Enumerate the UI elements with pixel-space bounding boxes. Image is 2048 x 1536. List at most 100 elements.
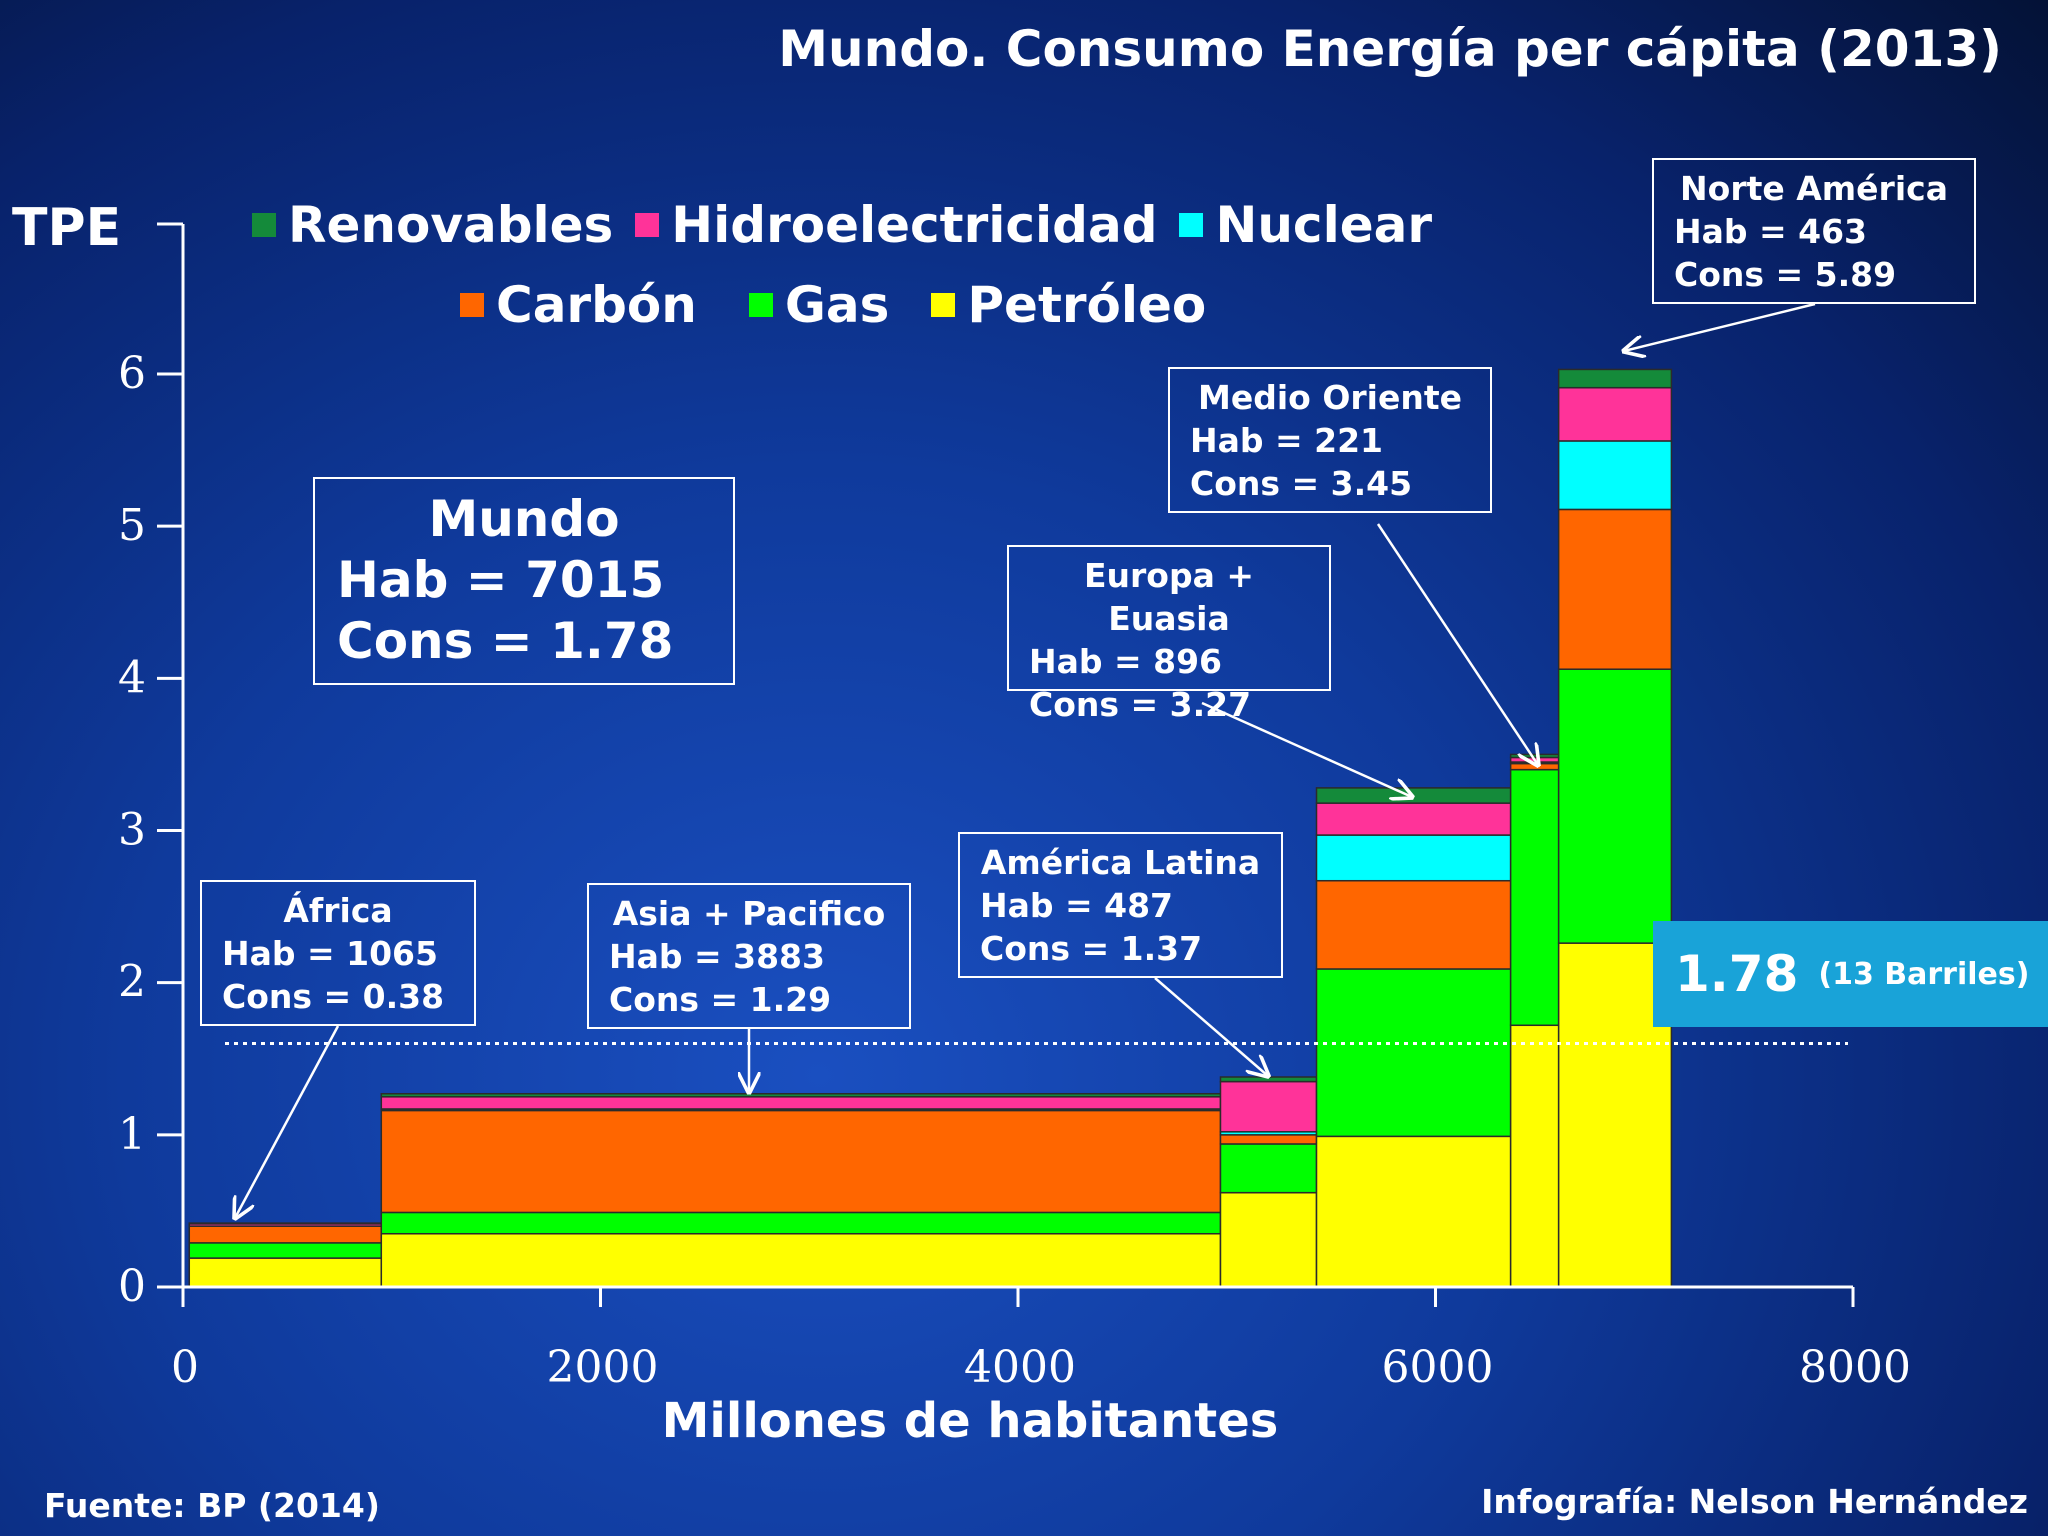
callout-asia-cons: Cons = 1.29 xyxy=(609,979,832,1019)
legend-swatch-nuclear xyxy=(1179,213,1204,237)
y-tick-label-5: 5 xyxy=(118,500,146,551)
callout-africa-name: África xyxy=(283,891,393,930)
legend-row-1: Renovables Hidroelectricidad Nuclear xyxy=(252,196,1454,254)
callout-europa-cons: Cons = 3.27 xyxy=(1029,684,1252,724)
legend-label-nuclear: Nuclear xyxy=(1215,196,1433,254)
bar-medio-oriente-gas xyxy=(1509,768,1560,1027)
arrow-norte-america xyxy=(1624,302,1816,351)
callout-america-latina-cons: Cons = 1.37 xyxy=(980,928,1203,968)
callout-asia-name: Asia + Pacifico xyxy=(612,894,886,933)
y-tick-label-6: 6 xyxy=(118,348,146,399)
bar-medio-oriente-renovables xyxy=(1509,753,1560,759)
legend-item-hidroelectricidad: Hidroelectricidad xyxy=(635,196,1157,254)
legend-label-petroleo: Petróleo xyxy=(967,276,1207,334)
credit-note: Infografía: Nelson Hernández xyxy=(1481,1482,2028,1521)
x-axis-label: Millones de habitantes xyxy=(661,1393,1279,1449)
bar-asia-pacifico-carbon xyxy=(380,1109,1222,1214)
legend-label-gas: Gas xyxy=(784,276,890,334)
bar-europa-euasia-gas xyxy=(1315,968,1512,1138)
bar-america-latina-gas xyxy=(1219,1143,1318,1194)
x-tick-label-0: 0 xyxy=(171,1342,199,1393)
y-tick-label-0: 0 xyxy=(118,1261,146,1312)
bar-norte-america-hidroelectricidad xyxy=(1557,386,1673,442)
arrow-africa xyxy=(235,1025,340,1218)
callout-mundo-cons: Cons = 1.78 xyxy=(337,612,674,670)
callout-norte-america-cons: Cons = 5.89 xyxy=(1674,254,1897,294)
callout-medio-oriente-name: Medio Oriente xyxy=(1198,378,1462,417)
bar-africa-carbon xyxy=(188,1225,383,1244)
y-tick-label-3: 3 xyxy=(118,805,146,856)
y-axis-label: TPE xyxy=(12,198,122,258)
bar-europa-euasia-carbon xyxy=(1315,879,1512,970)
callout-medio-oriente-hab: Hab = 221 xyxy=(1190,420,1384,460)
callout-mundo-name: Mundo xyxy=(428,490,620,548)
average-note: (13 Barriles) xyxy=(1818,956,2030,992)
callout-europa: Europa + Euasia Hab = 896 Cons = 3.27 xyxy=(1007,545,1331,724)
arrow-america-latina xyxy=(1154,977,1268,1076)
callout-africa-hab: Hab = 1065 xyxy=(222,933,438,973)
bar-norte-america-carbon xyxy=(1557,508,1673,670)
x-tick-label-2000: 2000 xyxy=(547,1342,659,1393)
y-tick-label-2: 2 xyxy=(118,957,146,1008)
y-tick-label-4: 4 xyxy=(118,652,146,703)
callout-africa-cons: Cons = 0.38 xyxy=(222,976,445,1016)
callout-medio-oriente: Medio Oriente Hab = 221 Cons = 3.45 xyxy=(1168,367,1492,513)
legend-item-renovables: Renovables xyxy=(252,196,613,254)
bar-asia-pacifico-gas xyxy=(380,1211,1222,1235)
legend-label-hidroelectricidad: Hidroelectricidad xyxy=(671,196,1158,254)
callout-mundo-hab: Hab = 7015 xyxy=(337,551,665,609)
bar-europa-euasia-nuclear xyxy=(1315,834,1512,882)
callout-asia: Asia + Pacifico Hab = 3883 Cons = 1.29 xyxy=(587,883,911,1029)
bar-africa-renovables xyxy=(188,1222,383,1225)
callout-asia-hab: Hab = 3883 xyxy=(609,936,825,976)
x-tick-label-8000: 8000 xyxy=(1799,1342,1911,1393)
legend-row-2: Carbón Gas Petróleo xyxy=(460,276,1228,334)
x-tick-label-6000: 6000 xyxy=(1382,1342,1494,1393)
average-value: 1.78 xyxy=(1675,945,1799,1003)
bar-asia-pacifico-hidroelectricidad xyxy=(380,1096,1222,1110)
bar-asia-pacifico-petroleo xyxy=(380,1232,1222,1288)
source-note: Fuente: BP (2014) xyxy=(44,1486,380,1525)
bar-medio-oriente-petroleo xyxy=(1509,1024,1560,1288)
x-tick-label-4000: 4000 xyxy=(964,1342,1076,1393)
bar-norte-america-gas xyxy=(1557,668,1673,944)
callout-america-latina: América Latina Hab = 487 Cons = 1.37 xyxy=(958,832,1283,978)
arrow-europa xyxy=(1201,701,1412,797)
callout-norte-america-hab: Hab = 463 xyxy=(1674,211,1868,251)
bar-europa-euasia-hidroelectricidad xyxy=(1315,802,1512,836)
callout-america-latina-name: América Latina xyxy=(980,843,1261,882)
legend-item-nuclear: Nuclear xyxy=(1179,196,1432,254)
average-badge: 1.78 (13 Barriles) xyxy=(1653,921,2048,1027)
legend-item-carbon: Carbón xyxy=(460,276,697,334)
callout-africa: África Hab = 1065 Cons = 0.38 xyxy=(200,880,476,1026)
bar-europa-euasia-petroleo xyxy=(1315,1135,1512,1288)
bar-america-latina-renovables xyxy=(1219,1076,1318,1083)
bar-norte-america-petroleo xyxy=(1557,942,1673,1288)
bar-america-latina-hidroelectricidad xyxy=(1219,1080,1318,1133)
callout-norte-america-name: Norte América xyxy=(1680,169,1948,208)
callout-medio-oriente-cons: Cons = 3.45 xyxy=(1190,463,1413,503)
bar-norte-america-nuclear xyxy=(1557,440,1673,511)
chart-title: Mundo. Consumo Energía per cápita (2013) xyxy=(778,20,2002,78)
callout-europa-name: Europa + Euasia xyxy=(1083,556,1254,638)
bar-america-latina-carbon xyxy=(1219,1134,1318,1145)
callout-america-latina-hab: Hab = 487 xyxy=(980,885,1174,925)
arrow-medio-oriente xyxy=(1376,523,1538,765)
legend-swatch-renovables xyxy=(252,213,276,237)
legend-item-gas: Gas xyxy=(748,276,890,334)
bar-medio-oriente-carbon xyxy=(1509,762,1560,771)
legend-label-carbon: Carbón xyxy=(496,276,697,334)
bar-africa-gas xyxy=(188,1242,383,1259)
bar-europa-euasia-renovables xyxy=(1315,787,1512,804)
legend-swatch-carbon xyxy=(460,293,484,317)
y-tick-label-1: 1 xyxy=(118,1109,146,1160)
legend-swatch-petroleo xyxy=(931,293,956,317)
bar-america-latina-petroleo xyxy=(1219,1191,1318,1288)
callout-norte-america: Norte América Hab = 463 Cons = 5.89 xyxy=(1652,158,1976,304)
legend-label-renovables: Renovables xyxy=(288,196,614,254)
bar-asia-pacifico-renovables xyxy=(380,1092,1222,1098)
callout-mundo: Mundo Hab = 7015 Cons = 1.78 xyxy=(313,477,735,685)
callout-europa-hab: Hab = 896 xyxy=(1029,641,1223,681)
bar-norte-america-renovables xyxy=(1557,368,1673,389)
